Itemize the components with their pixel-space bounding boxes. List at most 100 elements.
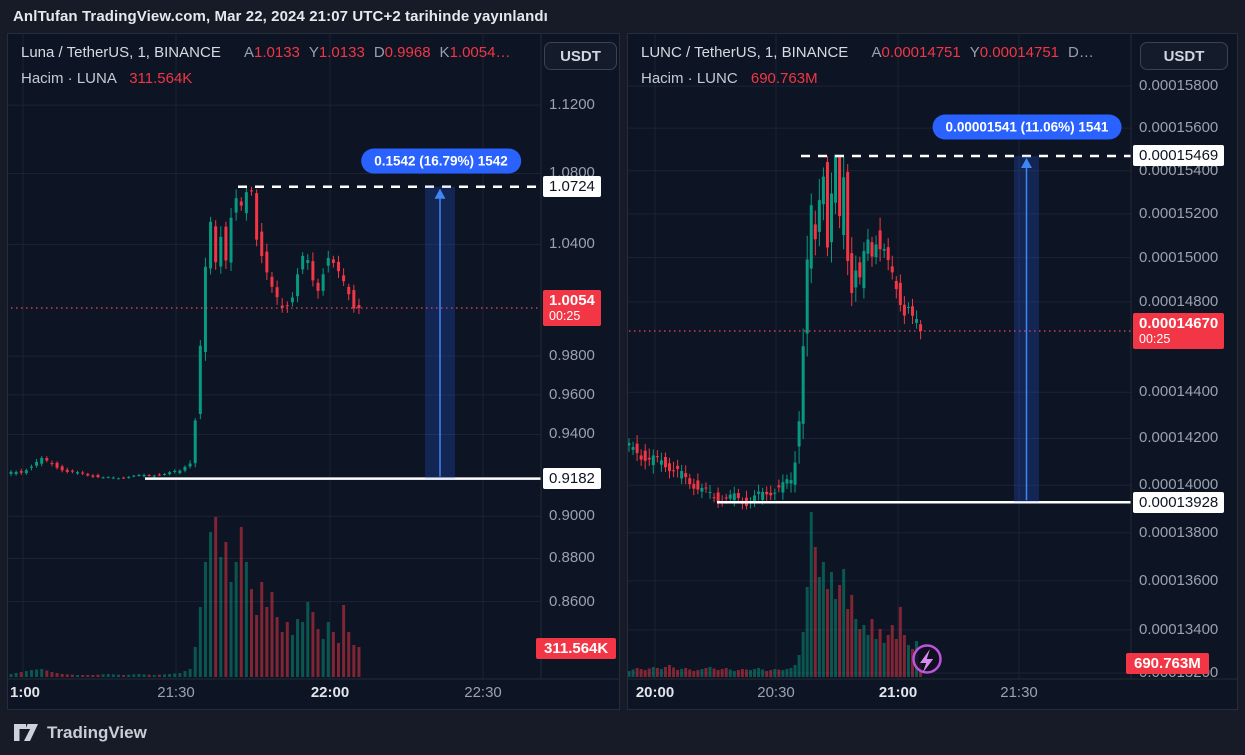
volume-bar (224, 542, 228, 677)
volume-bar (55, 673, 59, 677)
volume-bar (203, 562, 207, 677)
candle-body (708, 492, 712, 494)
volume-bar (81, 675, 85, 677)
y-axis-tick-label: 0.8600 (549, 592, 595, 610)
candle-body (651, 455, 655, 466)
y-axis-tick-label: 0.9800 (549, 347, 595, 365)
legend-field-value: 0.9968 (384, 44, 431, 61)
legend-field-value: 1.0133 (254, 44, 300, 61)
y-axis-tick-label: 0.9600 (549, 385, 595, 403)
candle-body (316, 282, 320, 291)
volume-bar (744, 669, 748, 677)
candle-body (700, 487, 704, 492)
candle-body (805, 259, 809, 334)
volume-bar (732, 671, 736, 677)
legend-field-label: A (244, 44, 255, 61)
volume-bar (19, 672, 23, 677)
price-range-measurement-label[interactable]: 0.00001541 (11.06%) 1541 (932, 114, 1122, 140)
volume-bar (724, 668, 728, 677)
candle-body (249, 190, 253, 192)
volume-bar (858, 629, 862, 677)
candle-body (668, 463, 671, 472)
volume-bar (862, 625, 866, 677)
candle-body (712, 497, 716, 499)
candle-body (306, 260, 310, 264)
last-price-label: 1.0054 00:25 (543, 290, 601, 326)
lunc-chart-canvas[interactable] (628, 34, 1238, 710)
currency-toggle-button[interactable]: USDT (544, 42, 617, 70)
x-axis-tick-label: 20:30 (757, 684, 795, 701)
high-price-label: 1.0724 (543, 176, 601, 198)
volume-value: 690.763M (750, 70, 818, 87)
luna-legend[interactable]: Luna / TetherUS, 1, BINANCE A1.0133 Y1.01… (21, 40, 510, 92)
candle-body (878, 230, 882, 250)
volume-bar (326, 622, 330, 677)
legend-field-label: D… (1068, 44, 1094, 61)
candle-body (270, 276, 274, 287)
candle-body (45, 458, 49, 461)
candle-body (801, 346, 805, 424)
candle-body (663, 456, 667, 468)
legend-field-value: 1.0054… (449, 44, 511, 61)
lunc-legend[interactable]: LUNC / TetherUS, 1, BINANCE A0.00014751 Y… (641, 40, 1094, 92)
candle-body (14, 472, 18, 475)
candle-body (127, 477, 131, 479)
volume-bar (696, 670, 700, 677)
candle-body (834, 154, 838, 203)
last-price-value: 0.00014670 (1139, 315, 1219, 332)
volume-bar (157, 674, 161, 677)
volume-bar (805, 587, 809, 677)
volume-bar (29, 670, 33, 677)
volume-bar (631, 669, 635, 677)
volume-bar (214, 517, 218, 677)
symbol-title: Luna / TetherUS, 1, BINANCE (21, 44, 221, 61)
candle-body (728, 494, 732, 499)
candle-body (275, 287, 279, 298)
candle-body (639, 455, 643, 460)
candle-body (331, 259, 335, 263)
candle-body (342, 275, 346, 282)
volume-bar (692, 671, 696, 677)
candle-body (280, 305, 284, 308)
candle-body (70, 470, 74, 472)
currency-toggle-button[interactable]: USDT (1140, 42, 1228, 70)
candle-body (203, 266, 207, 352)
candle-body (147, 474, 151, 476)
volume-bar (647, 668, 651, 677)
volume-bar (668, 665, 671, 677)
candle-body (817, 200, 821, 232)
luna-chart-canvas[interactable] (8, 34, 620, 710)
candle-body (96, 474, 100, 478)
candle-body (60, 466, 64, 471)
volume-bar (347, 632, 351, 677)
volume-bar (789, 668, 793, 677)
volume-bar (193, 647, 197, 677)
candle-body (178, 470, 182, 474)
candle-body (659, 460, 663, 465)
candle-body (890, 266, 894, 273)
candle-body (736, 493, 740, 498)
candle-body (704, 487, 708, 489)
candle-body (692, 483, 696, 489)
volume-bar (321, 639, 325, 677)
candle-body (902, 304, 906, 316)
candle-body (874, 244, 878, 258)
volume-bar (635, 668, 639, 677)
price-range-measurement-label[interactable]: 0.1542 (16.79%) 1542 (361, 148, 521, 174)
volume-bar (188, 669, 192, 677)
volume-bar (639, 669, 643, 677)
volume-bar (219, 557, 223, 677)
candle-body (188, 463, 192, 467)
candle-body (732, 493, 736, 501)
y-axis-tick-label: 1.1200 (549, 96, 595, 114)
volume-bar (850, 595, 854, 677)
x-axis-tick-label: 22:30 (464, 684, 502, 701)
candle-body (142, 474, 146, 477)
volume-bar (96, 674, 100, 677)
candle-body (81, 472, 85, 474)
candle-body (898, 282, 902, 305)
candle-body (866, 239, 870, 254)
candle-body (858, 262, 862, 278)
candle-body (911, 306, 914, 316)
